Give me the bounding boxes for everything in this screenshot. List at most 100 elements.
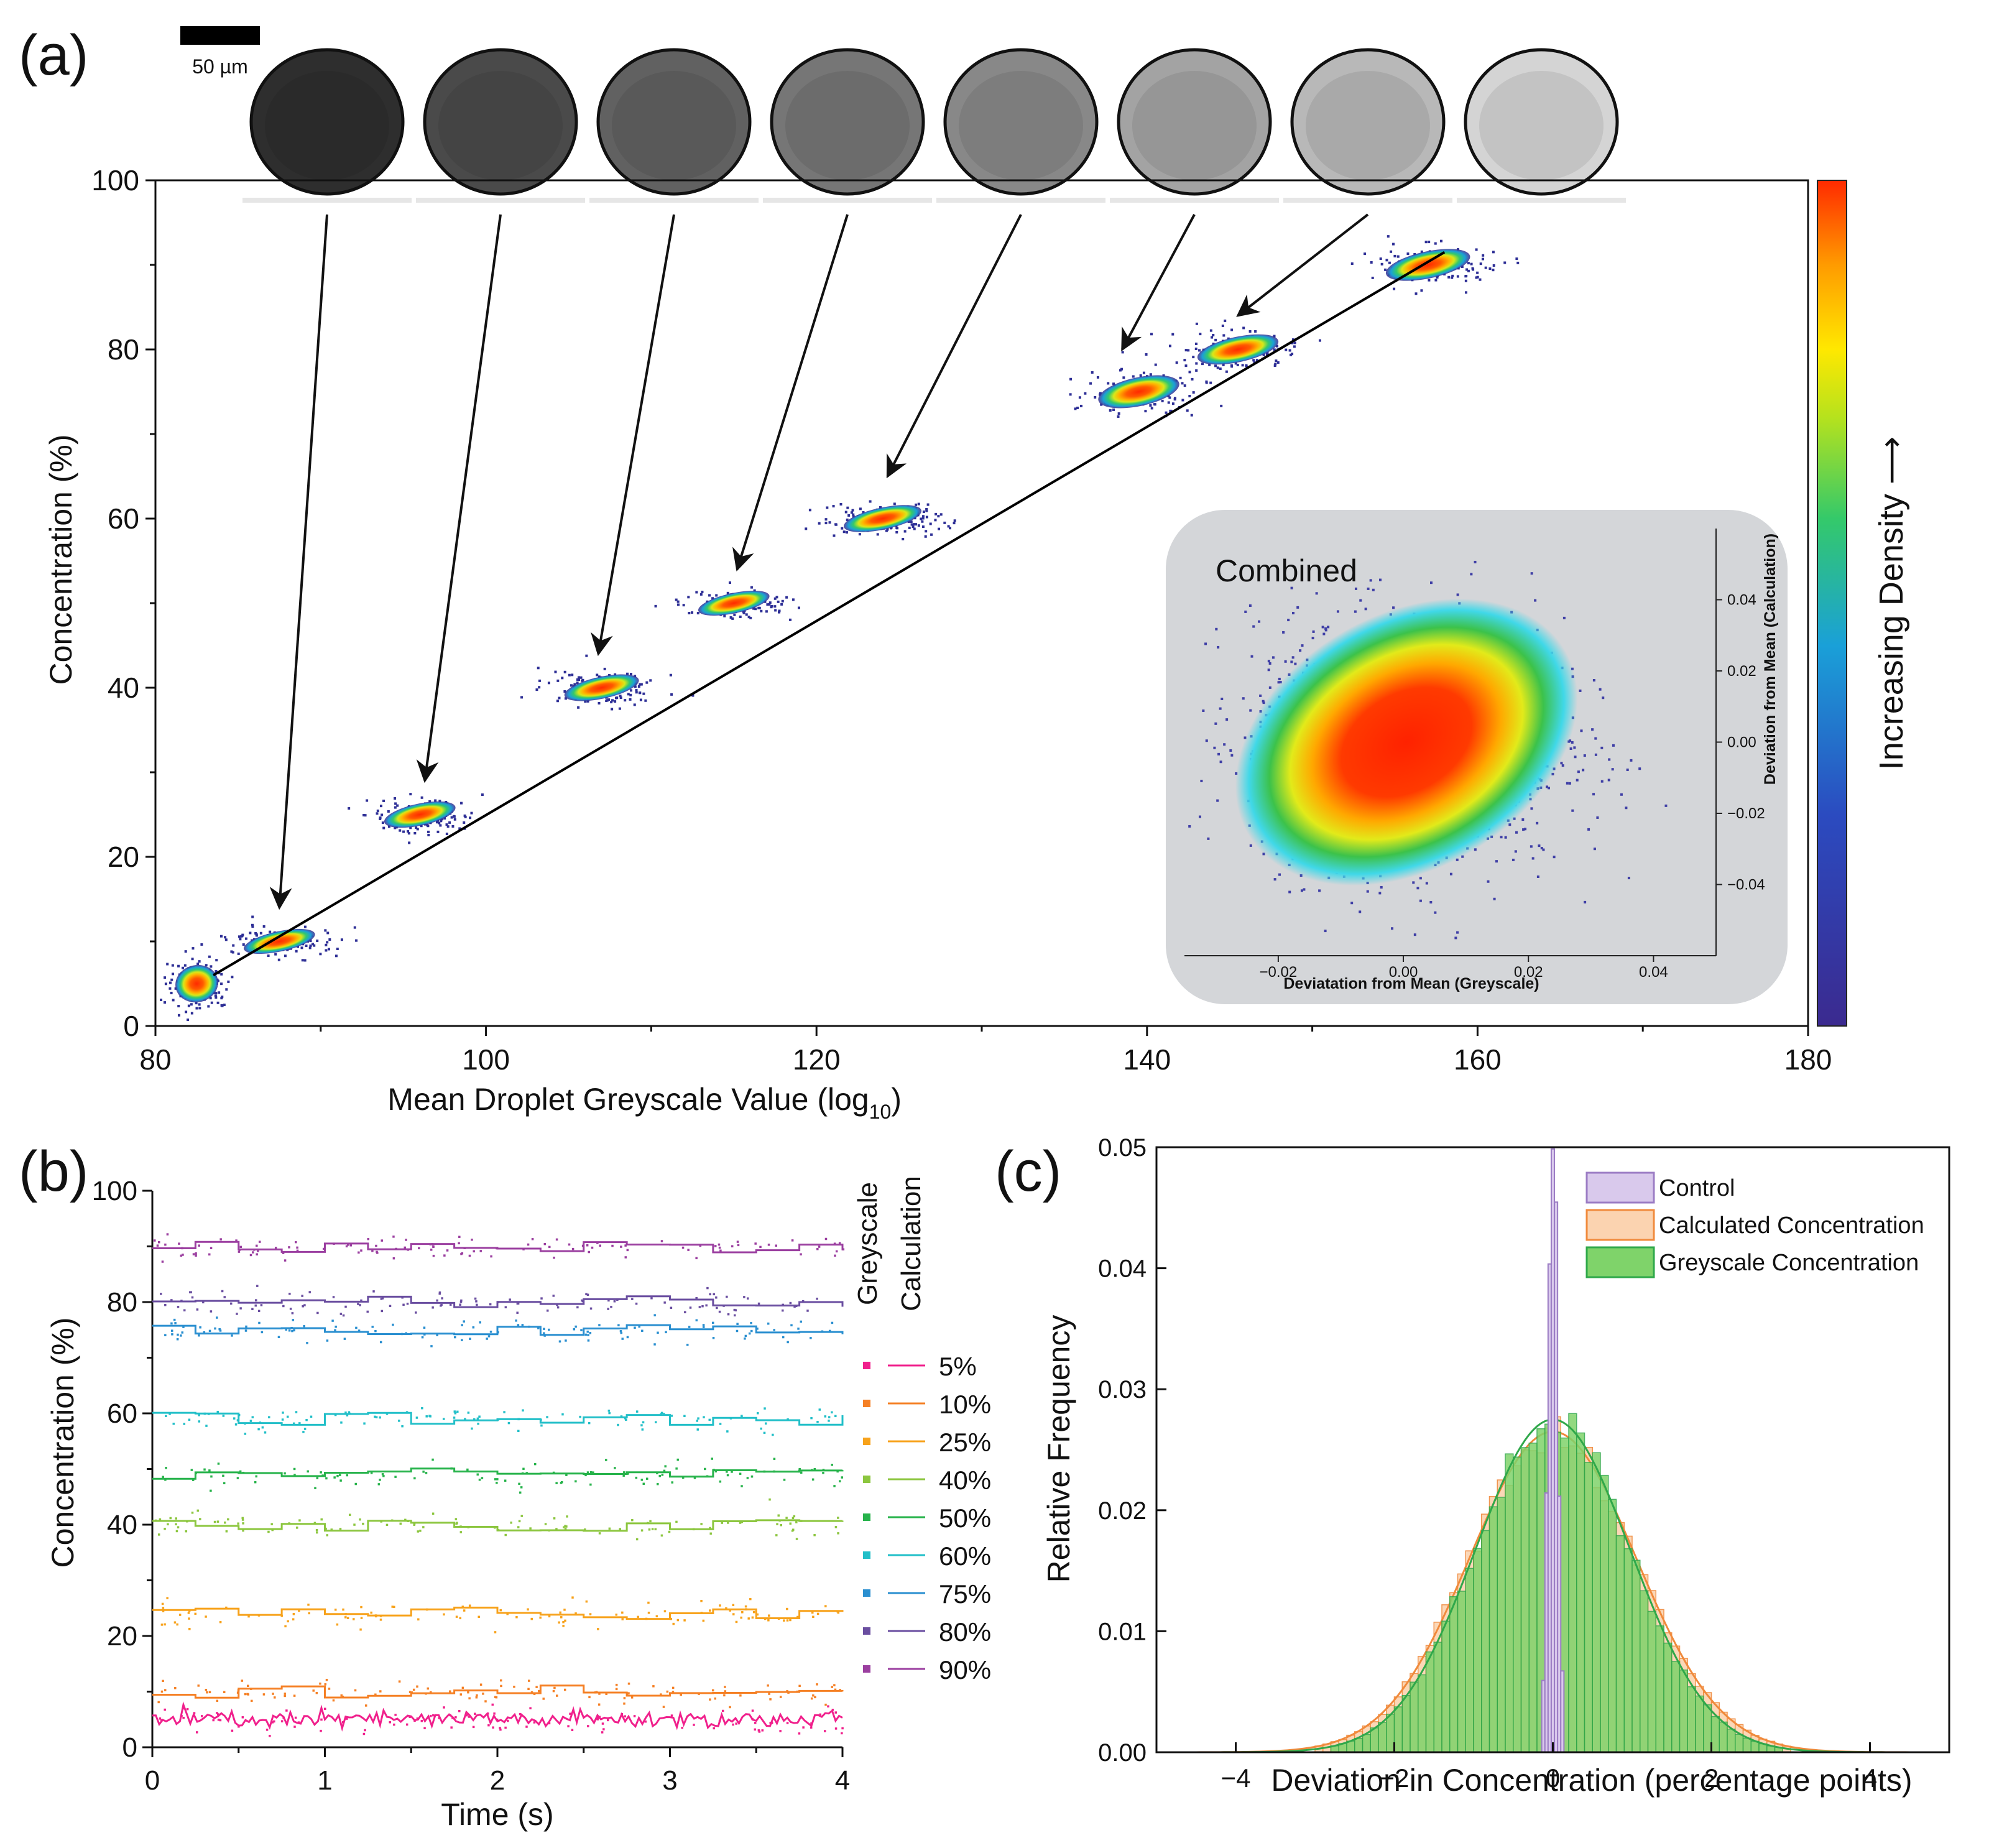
series-point-75% (790, 1324, 793, 1327)
cluster-outlier-point (828, 521, 831, 524)
cluster-outlier-point (729, 616, 732, 619)
inset-outlier-point (1290, 586, 1293, 589)
cluster-outlier-point (168, 987, 172, 990)
series-point-75% (686, 1344, 689, 1346)
series-point-5% (486, 1712, 489, 1715)
scale-bar (180, 26, 260, 45)
series-point-80% (389, 1305, 392, 1308)
series-point-75% (479, 1321, 481, 1324)
cluster-outlier-point (774, 609, 777, 612)
series-point-10% (325, 1678, 328, 1681)
cluster-outlier-point (428, 800, 431, 803)
series-point-25% (732, 1604, 735, 1607)
series-point-5% (216, 1713, 219, 1716)
series-point-50% (239, 1470, 242, 1473)
series-point-75% (335, 1325, 337, 1328)
series-point-75% (537, 1327, 540, 1329)
panel-c-x-axis-label: Deviation in Concentration (percentage p… (1271, 1763, 1912, 1798)
series-point-50% (552, 1471, 555, 1474)
cluster-outlier-point (215, 959, 218, 962)
series-point-90% (699, 1244, 702, 1247)
inset-outlier-point (1249, 844, 1252, 847)
series-point-5% (757, 1729, 760, 1732)
series-point-10% (284, 1694, 286, 1698)
series-point-25% (745, 1608, 747, 1610)
series-point-75% (423, 1326, 426, 1329)
cluster-outlier-point (1488, 267, 1492, 270)
series-point-90% (824, 1237, 828, 1240)
series-point-10% (594, 1691, 597, 1694)
series-point-50% (195, 1472, 197, 1474)
series-point-80% (415, 1311, 417, 1314)
series-point-90% (531, 1238, 534, 1240)
series-point-90% (660, 1240, 663, 1242)
series-point-5% (496, 1718, 499, 1721)
series-point-10% (542, 1698, 545, 1700)
series-point-50% (336, 1475, 339, 1477)
series-point-90% (157, 1241, 160, 1244)
series-point-40% (709, 1532, 712, 1535)
series-point-90% (759, 1245, 762, 1249)
series-point-10% (724, 1690, 727, 1693)
y-tick-label: 0.04 (1098, 1255, 1147, 1283)
series-point-90% (714, 1245, 717, 1247)
series-point-75% (598, 1324, 601, 1326)
cluster-outlier-point (568, 673, 571, 677)
cluster-outlier-point (747, 616, 750, 619)
droplet-image-shadow (1110, 198, 1279, 203)
inset-outlier-point (1379, 578, 1382, 581)
series-point-25% (539, 1616, 542, 1619)
series-point-10% (556, 1694, 558, 1697)
cluster-outlier-point (1201, 363, 1204, 366)
series-line-50% (152, 1467, 844, 1480)
cluster-outlier-point (847, 514, 851, 517)
series-point-40% (380, 1520, 383, 1523)
series-point-5% (601, 1722, 604, 1725)
series-point-5% (458, 1709, 461, 1712)
series-point-80% (576, 1306, 579, 1309)
inset-outlier-point (1607, 778, 1610, 782)
cluster-outlier-point (758, 606, 761, 609)
series-point-10% (160, 1690, 164, 1693)
series-point-50% (656, 1472, 658, 1474)
cluster-outlier-point (859, 507, 862, 511)
series-point-75% (331, 1319, 334, 1322)
series-point-90% (737, 1244, 740, 1247)
series-point-50% (293, 1467, 296, 1471)
cluster-outlier-point (826, 506, 829, 509)
legend-label: 60% (939, 1541, 991, 1571)
series-point-10% (787, 1691, 790, 1694)
series-point-10% (627, 1692, 630, 1694)
series-point-10% (595, 1691, 598, 1694)
series-point-25% (379, 1615, 382, 1617)
cluster-outlier-point (1145, 353, 1148, 356)
series-point-40% (413, 1522, 416, 1525)
cluster-outlier-point (239, 938, 242, 941)
cluster-outlier-point (324, 929, 327, 932)
inset-outlier-point (1262, 700, 1265, 703)
series-point-75% (174, 1322, 177, 1324)
cluster-outlier-point (241, 933, 244, 936)
series-point-50% (339, 1474, 341, 1476)
series-point-10% (698, 1693, 700, 1695)
series-point-50% (589, 1471, 593, 1474)
series-point-80% (586, 1293, 589, 1296)
series-point-80% (789, 1301, 792, 1305)
cluster-outlier-point (938, 527, 941, 530)
cluster-outlier-point (770, 604, 773, 608)
inset-outlier-point (1524, 828, 1527, 831)
cluster-outlier-point (225, 988, 228, 991)
series-point-25% (188, 1628, 191, 1630)
cluster-outlier-point (1464, 291, 1467, 294)
series-point-10% (623, 1702, 625, 1705)
inset-outlier-point (1521, 818, 1525, 821)
cluster-outlier-point (192, 947, 195, 950)
series-point-60% (831, 1411, 833, 1414)
series-point-60% (660, 1411, 663, 1415)
series-point-5% (294, 1716, 297, 1719)
series-point-40% (213, 1520, 216, 1523)
series-point-75% (580, 1329, 583, 1331)
cluster-outlier-point (629, 693, 632, 696)
series-point-80% (406, 1303, 409, 1305)
series-point-90% (367, 1237, 370, 1240)
